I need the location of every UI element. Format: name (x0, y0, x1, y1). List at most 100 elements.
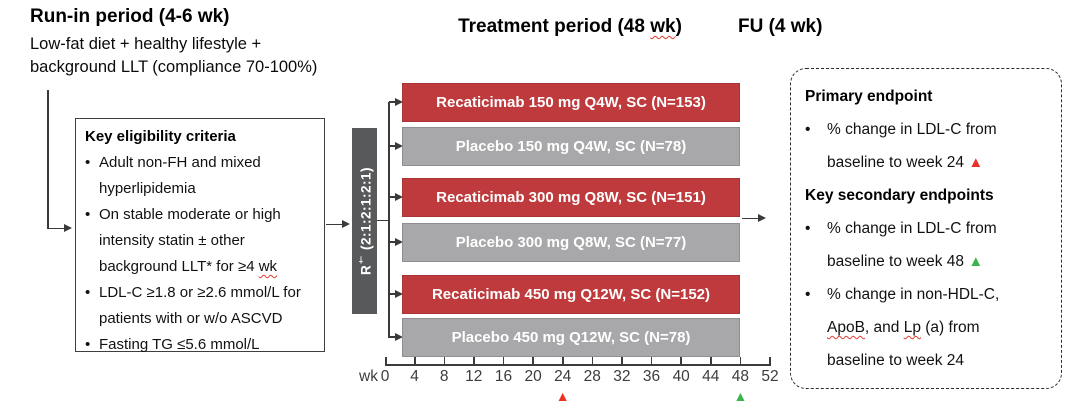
arm-bar-recaticimab-450: Recaticimab 450 mg Q12W, SC (N=152) (402, 275, 740, 314)
green-triangle-icon: ▲ (968, 253, 984, 270)
primary-endpoint-item: • % change in LDL-C from baseline to wee… (805, 113, 1051, 179)
branch-stub-hline (377, 219, 389, 222)
axis-tick (443, 357, 446, 366)
arm-bar-placebo-450: Placebo 450 mg Q12W, SC (N=78) (402, 318, 740, 357)
axis-label-4: 4 (410, 368, 419, 385)
axis-tick (650, 357, 653, 366)
endpoints-box: Primary endpoint • % change in LDL-C fro… (790, 68, 1062, 389)
follow-up-title: FU (4 wk) (738, 16, 823, 37)
branch-arm1-hline (389, 101, 396, 103)
treatment-period-title-text: Treatment period (48 (458, 16, 651, 37)
axis-label-8: 8 (439, 368, 449, 385)
secondary-endpoint-1-body: % change in LDL-C from baseline to week … (827, 220, 997, 270)
axis-tick (385, 357, 387, 366)
randomization-box: R† (2:1:2:1:2:1) (352, 128, 377, 314)
axis-label-28: 28 (583, 368, 601, 385)
axis-label-40: 40 (672, 368, 690, 385)
bullet-dot: • (85, 154, 91, 171)
eligibility-title: Key eligibility criteria (85, 128, 236, 145)
axis-tick (739, 357, 742, 366)
randomization-dagger: † (355, 254, 366, 265)
eligibility-item-2-wk: wk (258, 258, 278, 275)
connector-runin-hline (47, 227, 66, 230)
axis-tick (710, 357, 712, 366)
secondary-endpoint-2-apob: ApoB (827, 319, 865, 336)
connector-runin-vline (47, 90, 49, 229)
secondary-endpoint-2-text: % change in non-HDL-C, ApoB, and Lp (a) … (827, 278, 999, 377)
branch-arm2-hline (389, 145, 396, 147)
arrowhead-into-endpoints-icon (758, 213, 766, 222)
connector-arms-to-endpoints-hline (742, 217, 759, 220)
branch-arm5-hline (389, 293, 396, 295)
branch-arm3-hline (389, 196, 396, 198)
bullet-dot: • (85, 206, 91, 223)
axis-tick (473, 357, 475, 366)
week24-marker-icon: ▲ (555, 388, 570, 404)
eligibility-item-2-text: On stable moderate or high intensity sta… (99, 202, 281, 280)
arrowhead-into-eligibility-icon (64, 223, 72, 232)
axis-unit-label: wk (359, 368, 378, 385)
bullet-dot: • (805, 121, 811, 138)
week48-marker-icon: ▲ (733, 388, 748, 404)
arrowhead-into-randomization-icon (342, 219, 350, 228)
branch-arm6-hline (389, 336, 396, 338)
axis-label-0: 0 (380, 368, 390, 385)
arrowhead-arm2-icon (394, 141, 403, 150)
randomization-ratio: (2:1:2:1:2:1) (358, 166, 374, 255)
axis-label-12: 12 (465, 368, 483, 385)
eligibility-item-2-pre: On stable moderate or high intensity sta… (99, 206, 281, 275)
bullet-dot: • (85, 336, 91, 353)
eligibility-item-3-text: LDL-C ≥1.8 or ≥2.6 mmol/L for patients w… (99, 284, 301, 327)
arm-bar-placebo-300: Placebo 300 mg Q8W, SC (N=77) (402, 223, 740, 262)
secondary-endpoint-2-post: (a) from baseline to week 24 (827, 319, 980, 369)
axis-tick (502, 357, 505, 366)
treatment-period-title-paren: ) (675, 16, 682, 37)
secondary-endpoint-2-mid: , and (864, 319, 904, 336)
primary-endpoint-title: Primary endpoint (805, 88, 933, 105)
axis-tick (532, 357, 534, 366)
secondary-endpoint-2-lp: Lp (903, 319, 921, 336)
bullet-dot: • (805, 220, 811, 237)
axis-tick (562, 357, 564, 366)
branch-vline (388, 101, 390, 338)
eligibility-item-4-text: Fasting TG ≤5.6 mmol/L (99, 336, 260, 353)
treatment-period-title: Treatment period (48 wk) (415, 16, 725, 38)
axis-tick (680, 357, 682, 366)
eligibility-item-1: • Adult non-FH and mixed hyperlipidemia (85, 150, 316, 202)
axis-tick (414, 357, 416, 366)
eligibility-item-2: • On stable moderate or high intensity s… (85, 202, 316, 280)
arrowhead-arm1-icon (394, 97, 403, 106)
axis-label-52: 52 (761, 368, 779, 385)
run-in-period-subtitle: Low-fat diet + healthy lifestyle + backg… (30, 35, 318, 76)
axis-baseline (385, 364, 771, 366)
randomization-r: R (358, 264, 374, 276)
run-in-period-title: Run-in period (4-6 wk) (30, 6, 230, 27)
secondary-endpoint-1-text: % change in LDL-C from baseline to week … (827, 212, 997, 278)
secondary-endpoint-2-pre: % change in non-HDL-C, (827, 286, 1000, 303)
bullet-dot: • (85, 284, 91, 301)
arrowhead-arm3-icon (394, 192, 403, 201)
secondary-endpoint-item-1: • % change in LDL-C from baseline to wee… (805, 212, 1051, 278)
axis-label-32: 32 (613, 368, 631, 385)
secondary-endpoint-item-2: • % change in non-HDL-C, ApoB, and Lp (a… (805, 278, 1051, 377)
bullet-dot: • (805, 286, 811, 303)
axis-label-16: 16 (494, 368, 513, 385)
primary-endpoint-text: % change in LDL-C from baseline to week … (827, 113, 997, 179)
axis-label-24: 24 (554, 368, 572, 385)
treatment-period-title-wk: wk (650, 16, 676, 37)
arrowhead-arm4-icon (394, 237, 403, 246)
eligibility-criteria-box: Key eligibility criteria • Adult non-FH … (75, 118, 325, 353)
axis-tick (621, 357, 623, 366)
arrowhead-arm5-icon (394, 289, 403, 298)
axis-label-36: 36 (642, 368, 661, 385)
axis-tick (769, 357, 771, 366)
arrowhead-arm6-icon (394, 332, 403, 341)
axis-tick (591, 357, 594, 366)
axis-label-20: 20 (524, 368, 542, 385)
axis-label-48: 48 (731, 368, 750, 385)
eligibility-item-1-text: Adult non-FH and mixed hyperlipidemia (99, 154, 261, 197)
axis-label-44: 44 (702, 368, 720, 385)
arm-bar-placebo-150: Placebo 150 mg Q4W, SC (N=78) (402, 127, 740, 166)
arm-bar-recaticimab-150: Recaticimab 150 mg Q4W, SC (N=153) (402, 83, 740, 122)
